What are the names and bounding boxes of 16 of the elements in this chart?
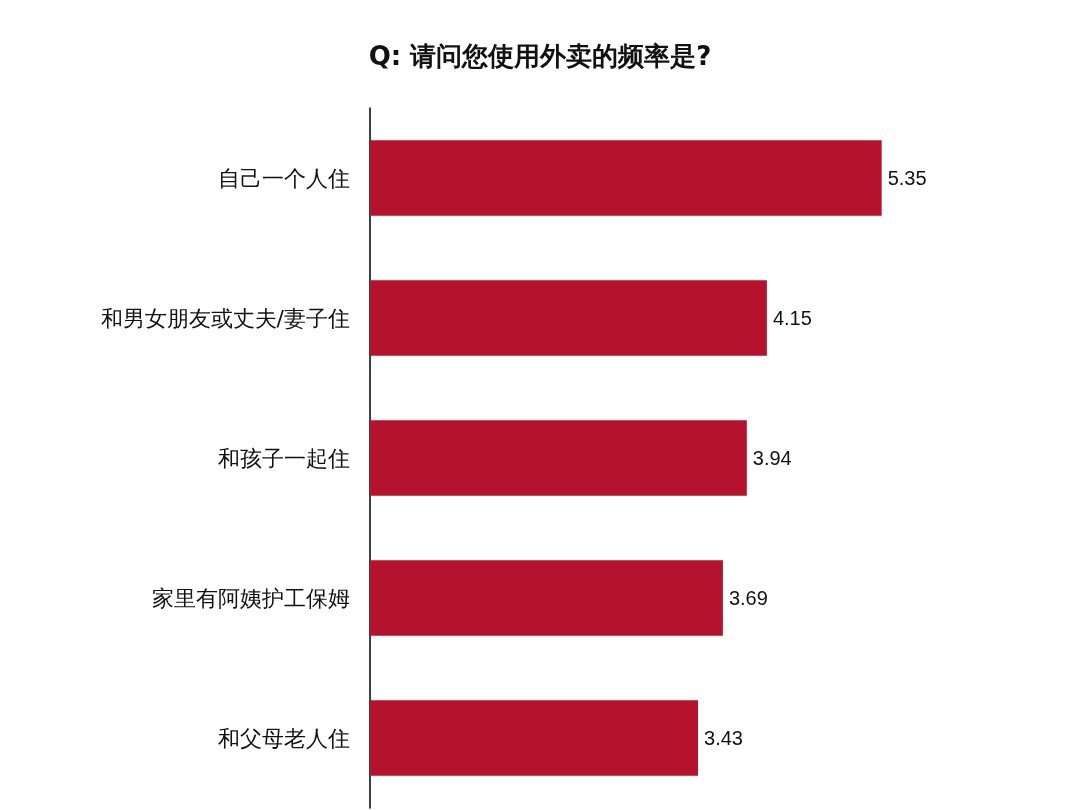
- data-label: 5.35: [887, 167, 927, 189]
- bar: [370, 560, 723, 636]
- bar: [370, 280, 767, 356]
- chart-title: Q: 请问您使用外卖的频率是?: [368, 41, 712, 71]
- y-tick-label: 和男女朋友或丈夫/妻子住: [100, 305, 350, 331]
- y-tick-label: 和孩子一起住: [218, 445, 350, 471]
- y-tick-label: 家里有阿姨护工保姆: [152, 585, 350, 611]
- y-tick-label: 和父母老人住: [218, 725, 350, 751]
- data-label: 4.15: [772, 307, 812, 329]
- y-tick-label: 自己一个人住: [218, 165, 350, 191]
- bar: [370, 420, 747, 496]
- data-label: 3.94: [752, 447, 792, 469]
- data-label: 3.43: [704, 727, 743, 749]
- data-label: 3.69: [728, 587, 768, 609]
- bar: [370, 700, 699, 776]
- bar: [370, 140, 882, 216]
